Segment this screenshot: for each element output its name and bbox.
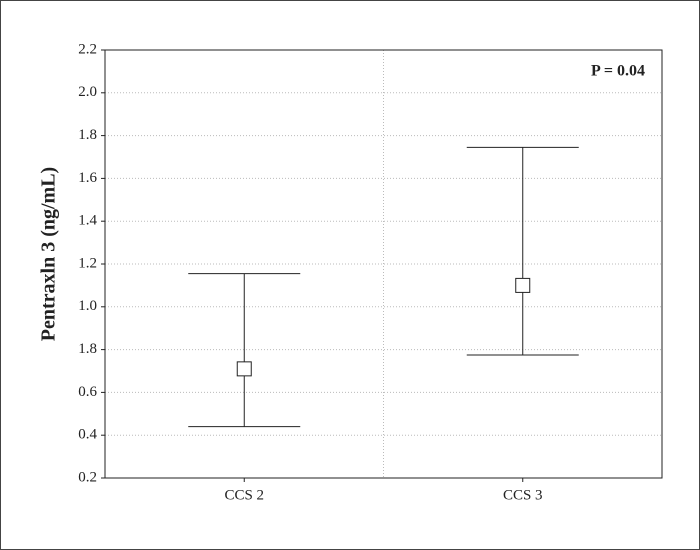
- x-tick-label: CCS 3: [503, 487, 543, 503]
- y-axis-label: Pentraxln 3 (ng/mL): [38, 167, 60, 341]
- y-tick-label: 0.6: [78, 384, 97, 400]
- y-tick-label: 1.8: [78, 341, 97, 357]
- y-tick-label: 2.0: [78, 84, 97, 100]
- mean-marker: [515, 277, 531, 293]
- y-tick-label: 1.4: [78, 213, 97, 229]
- y-tick-label: 2.2: [78, 41, 97, 57]
- y-tick-label: 1.6: [78, 170, 97, 186]
- y-tick-label: 0.4: [78, 427, 97, 443]
- mean-marker: [236, 361, 252, 377]
- plot-area: [104, 49, 663, 479]
- annotation: P = 0.04: [591, 63, 645, 80]
- y-tick-label: 0.2: [78, 469, 97, 485]
- y-tick-label: 1.2: [78, 255, 97, 271]
- y-tick-label: 1.8: [78, 127, 97, 143]
- y-tick-label: 1.0: [78, 298, 97, 314]
- x-tick-label: CCS 2: [224, 487, 264, 503]
